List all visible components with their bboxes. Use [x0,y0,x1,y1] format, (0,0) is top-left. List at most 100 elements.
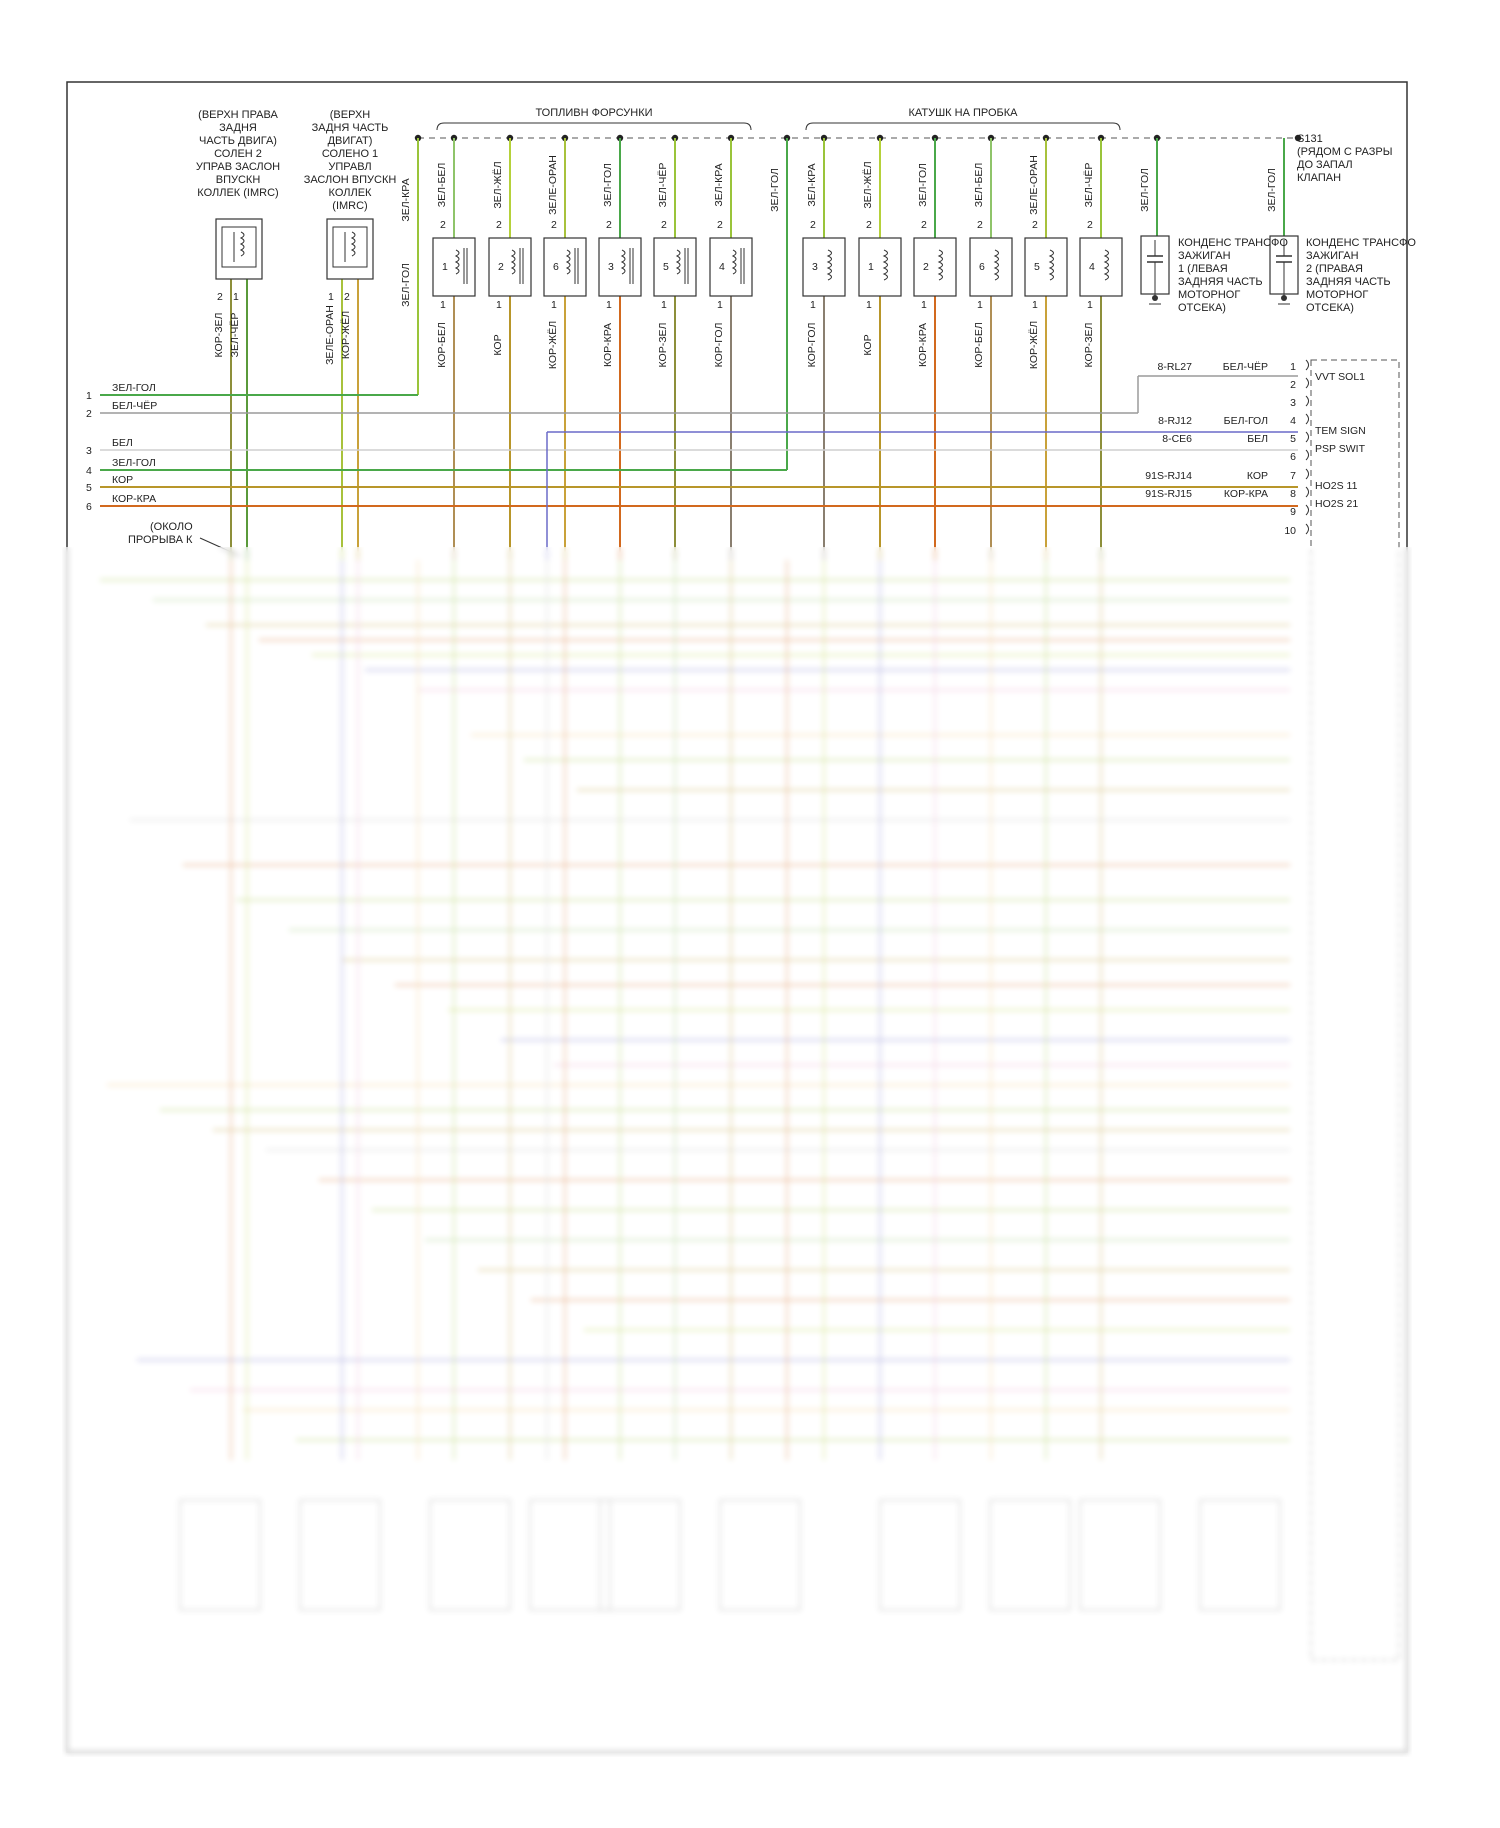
injector-body [709,237,753,297]
pcm-pin-terminal [1305,468,1309,480]
injector-bottom-wire-label: КОР-БЕЛ [436,322,448,368]
svg-text:ОТСЕКА): ОТСЕКА) [1178,302,1226,314]
coil-pin-2: 2 [1032,219,1038,231]
injector-pin-1: 1 [661,299,667,311]
pcm-circuit-id: 8-CE6 [1162,433,1192,445]
svg-text:КОНДЕНС ТРАНСФО: КОНДЕНС ТРАНСФО [1306,237,1416,249]
injector-bottom-wire-label: КОР-ЗЕЛ [657,322,669,367]
components: 1 2 6 3 5 4 3 1 2 6 5 4 [432,237,1123,297]
injector-pin-1: 1 [717,299,723,311]
injector-top-wire-label: ЗЕЛ-КРА [713,163,725,206]
left-connector-wire-label: ЗЕЛ-ГОЛ [112,457,156,469]
svg-text:1 (ЛЕВАЯ: 1 (ЛЕВАЯ [1178,263,1228,275]
injector-pin-2: 2 [606,219,612,231]
pcm-pin-number: 8 [1290,488,1296,500]
coil-body [1079,237,1123,297]
svg-text:УПРАВ ЗАСЛОН: УПРАВ ЗАСЛОН [196,161,280,173]
coil-body [1024,237,1068,297]
injector-pin-2: 2 [551,219,557,231]
pcm-signal-label: TEM SIGN [1315,425,1366,437]
svg-text:2 (ПРАВАЯ: 2 (ПРАВАЯ [1306,263,1363,275]
coils-brace [805,122,1121,131]
coil-pin-1: 1 [921,299,927,311]
imrc2-desc: (ВЕРХН ПРАВА ЗАДНЯ ЧАСТЬ ДВИГА) СОЛЕН 2 … [196,109,280,199]
left-connector-pin: 3 [86,445,92,457]
coil-winding [882,249,888,281]
coil-pin-2: 2 [977,219,983,231]
left-connector-pin: 5 [86,482,92,494]
svg-text:(ВЕРХН: (ВЕРХН [330,109,371,121]
left-connector-wire-label: КОР-КРА [112,493,156,505]
coil-pin-1: 1 [810,299,816,311]
coil-pin-2: 2 [866,219,872,231]
pcm-signal-label: HO2S 21 [1315,498,1358,510]
injector-body [543,237,587,297]
left-connector: 1 ЗЕЛ-ГОЛ 2 БЕЛ-ЧЁР 3 БЕЛ 4 ЗЕЛ-ГОЛ 5 КОР 6 КОР-КРА [86,382,157,513]
pcm-pin-terminal [1305,486,1309,498]
near-break-label-1: (ОКОЛО [150,521,193,533]
injector-top-wire-label: ЗЕЛЕ-ОРАН [547,155,559,215]
svg-text:ЗАДНЯ ЧАСТЬ: ЗАДНЯ ЧАСТЬ [312,122,389,134]
injector-pin-2: 2 [661,219,667,231]
coil-top-wire-label: ЗЕЛЕ-ОРАН [1028,155,1040,215]
injector-number: 2 [498,261,504,273]
coil-body [913,237,957,297]
coil-bottom-wire-label: КОР-ГОЛ [806,323,818,368]
svg-text:СОЛЕН 2: СОЛЕН 2 [214,148,262,160]
coil-winding [826,249,832,281]
pcm-pin-number: 4 [1290,415,1296,427]
coil-top-wire-label: ЗЕЛ-КРА [806,163,818,206]
injector-number: 4 [719,261,725,273]
svg-text:ВПУСКН: ВПУСКН [216,174,261,186]
svg-text:ЗАДНЯ: ЗАДНЯ [219,122,257,134]
injector-winding [620,249,626,275]
injector-winding [675,249,681,275]
coil-body [969,237,1013,297]
coil-number: 3 [812,261,818,273]
capacitor-1 [1140,235,1170,305]
pcm-pin-terminal [1305,377,1309,389]
cap1-feed-label: ЗЕЛ-ГОЛ [1139,168,1151,212]
coil-winding [937,249,943,281]
imrc-wire-label: ЗЕЛ-ЧЁР [229,313,241,358]
pcm-signal-label: HO2S 11 [1315,480,1358,492]
cap2-feed-label: ЗЕЛ-ГОЛ [1266,168,1278,212]
left-connector-wire-label: БЕЛ [112,437,133,449]
obscured-region [62,547,1412,1757]
injector-bottom-wire-label: КОР-КРА [602,323,614,367]
injector-pin-2: 2 [496,219,502,231]
pcm-pin-terminal [1305,359,1309,371]
imrc-pin: 2 [344,291,350,303]
zel-kra-label: ЗЕЛ-КРА [400,178,412,221]
zel-gol-vertical-label: ЗЕЛ-ГОЛ [400,263,412,307]
splice-desc-3: КЛАПАН [1297,172,1341,184]
pcm-pins: 1 VVT SOL1 8-RL27 БЕЛ-ЧЁР 2 3 4 TEM SIGN 8-RJ12 Б… [1145,359,1366,537]
injector-top-wire-label: ЗЕЛ-БЕЛ [436,163,448,208]
injector-top-wire-label: ЗЕЛ-ГОЛ [602,163,614,207]
injector-number: 5 [663,261,669,273]
svg-text:МОТОРНОГ: МОТОРНОГ [1306,289,1368,301]
injector-body [432,237,476,297]
zel-gol-vertical-top-label: ЗЕЛ-ГОЛ [769,168,781,212]
svg-text:ЧАСТЬ ДВИГА): ЧАСТЬ ДВИГА) [199,135,277,147]
pcm-pin-terminal [1305,431,1309,443]
injectors-brace [436,122,752,131]
pcm-wire-color: БЕЛ [1247,433,1268,445]
svg-text:ЗАДНЯЯ ЧАСТЬ: ЗАДНЯЯ ЧАСТЬ [1306,276,1391,288]
pcm-wire-color: БЕЛ-ГОЛ [1224,415,1268,427]
coil-number: 4 [1089,261,1095,273]
pcm-pin-terminal [1305,413,1309,425]
injector-body [653,237,697,297]
imrc-wire-label: ЗЕЛЕ-ОРАН [324,305,336,365]
injector-winding [454,249,460,275]
coil-pin-1: 1 [1087,299,1093,311]
splice-dot [1294,134,1302,142]
pcm-signal-label: VVT SOL1 [1315,371,1365,383]
coil-number: 1 [868,261,874,273]
injector-number: 3 [608,261,614,273]
left-connector-pin: 6 [86,501,92,513]
coil-body [802,237,846,297]
svg-text:КОНДЕНС ТРАНСФО: КОНДЕНС ТРАНСФО [1178,237,1288,249]
pcm-pin-number: 7 [1290,470,1296,482]
injectors-title: ТОПЛИВН ФОРСУНКИ [535,107,652,119]
